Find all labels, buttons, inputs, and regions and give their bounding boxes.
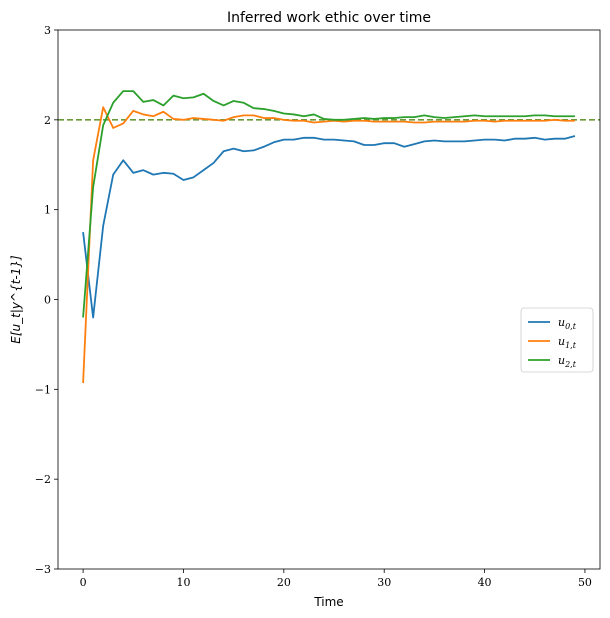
x-tick-label: 20: [277, 576, 291, 589]
plot-frame: [57, 29, 601, 570]
y-tick-label: 1: [44, 204, 51, 217]
y-tick-label: 0: [44, 294, 51, 307]
y-tick-label: −1: [35, 383, 51, 396]
series-line-1: [82, 106, 575, 384]
y-tick-label: 3: [44, 24, 51, 37]
series-line-2: [82, 90, 575, 318]
legend-label-2: u2,t: [558, 354, 577, 369]
legend-label-1: u1,t: [558, 335, 577, 350]
x-tick-label: 50: [578, 576, 592, 589]
series-layer: [82, 90, 576, 384]
ticks-layer: 0 10 20 30 40 50 −3 −2 −1 0 1 2 3: [35, 24, 592, 589]
legend-box: [520, 307, 594, 373]
series-line-0: [82, 135, 576, 319]
y-tick-label: −2: [35, 473, 51, 486]
y-axis-label: E[u_t|y^{t-1}]: [9, 255, 23, 344]
legend-label-0: u0,t: [558, 316, 577, 331]
x-tick-label: 10: [176, 576, 190, 589]
legend: u0,t u1,t u2,t: [520, 307, 594, 373]
chart-title: Inferred work ethic over time: [227, 10, 431, 26]
y-tick-label: 2: [44, 114, 51, 127]
x-axis-label: Time: [313, 595, 343, 609]
y-axis-label-text: E[u_t|y^{t-1}]: [9, 255, 23, 344]
x-tick-label: 0: [80, 576, 87, 589]
x-tick-label: 30: [377, 576, 391, 589]
y-tick-label: −3: [35, 563, 51, 576]
x-tick-label: 40: [478, 576, 492, 589]
